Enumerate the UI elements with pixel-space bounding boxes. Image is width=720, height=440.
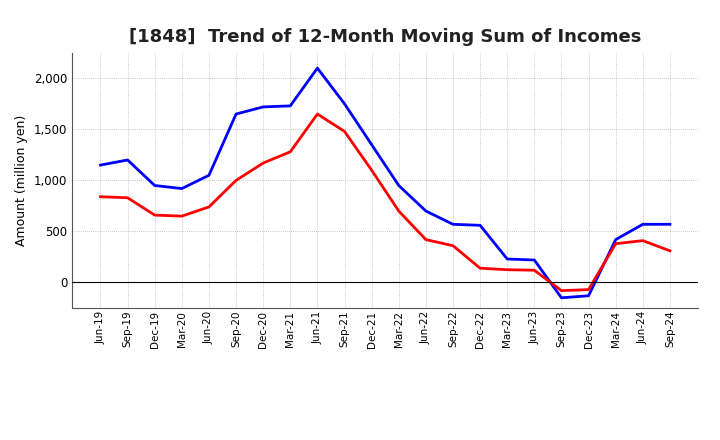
Net Income xyxy=(341,129,349,134)
Y-axis label: Amount (million yen): Amount (million yen) xyxy=(15,115,28,246)
Ordinary Income xyxy=(123,158,132,163)
Line: Net Income: Net Income xyxy=(101,114,670,291)
Ordinary Income xyxy=(232,111,240,117)
Net Income xyxy=(367,168,376,173)
Ordinary Income xyxy=(584,293,593,298)
Ordinary Income xyxy=(395,183,403,188)
Net Income xyxy=(584,287,593,292)
Ordinary Income xyxy=(96,162,105,168)
Ordinary Income xyxy=(286,103,294,109)
Net Income xyxy=(286,149,294,154)
Net Income xyxy=(395,209,403,214)
Net Income xyxy=(204,204,213,209)
Ordinary Income xyxy=(367,142,376,147)
Net Income xyxy=(259,161,268,166)
Ordinary Income xyxy=(341,101,349,106)
Ordinary Income xyxy=(557,295,566,301)
Ordinary Income xyxy=(178,186,186,191)
Ordinary Income xyxy=(639,222,647,227)
Ordinary Income xyxy=(313,66,322,71)
Ordinary Income xyxy=(150,183,159,188)
Net Income xyxy=(232,178,240,183)
Net Income xyxy=(123,195,132,200)
Ordinary Income xyxy=(611,237,620,242)
Ordinary Income xyxy=(259,104,268,110)
Ordinary Income xyxy=(665,222,674,227)
Net Income xyxy=(476,266,485,271)
Line: Ordinary Income: Ordinary Income xyxy=(101,68,670,298)
Ordinary Income xyxy=(503,257,511,262)
Net Income xyxy=(530,268,539,273)
Net Income xyxy=(150,213,159,218)
Ordinary Income xyxy=(449,222,457,227)
Ordinary Income xyxy=(421,209,430,214)
Net Income xyxy=(557,288,566,293)
Ordinary Income xyxy=(476,223,485,228)
Net Income xyxy=(178,213,186,219)
Net Income xyxy=(96,194,105,199)
Net Income xyxy=(313,111,322,117)
Ordinary Income xyxy=(530,257,539,263)
Net Income xyxy=(665,248,674,253)
Net Income xyxy=(639,238,647,243)
Ordinary Income xyxy=(204,172,213,178)
Net Income xyxy=(503,267,511,272)
Net Income xyxy=(421,237,430,242)
Net Income xyxy=(611,241,620,246)
Net Income xyxy=(449,243,457,248)
Title: [1848]  Trend of 12-Month Moving Sum of Incomes: [1848] Trend of 12-Month Moving Sum of I… xyxy=(129,28,642,46)
